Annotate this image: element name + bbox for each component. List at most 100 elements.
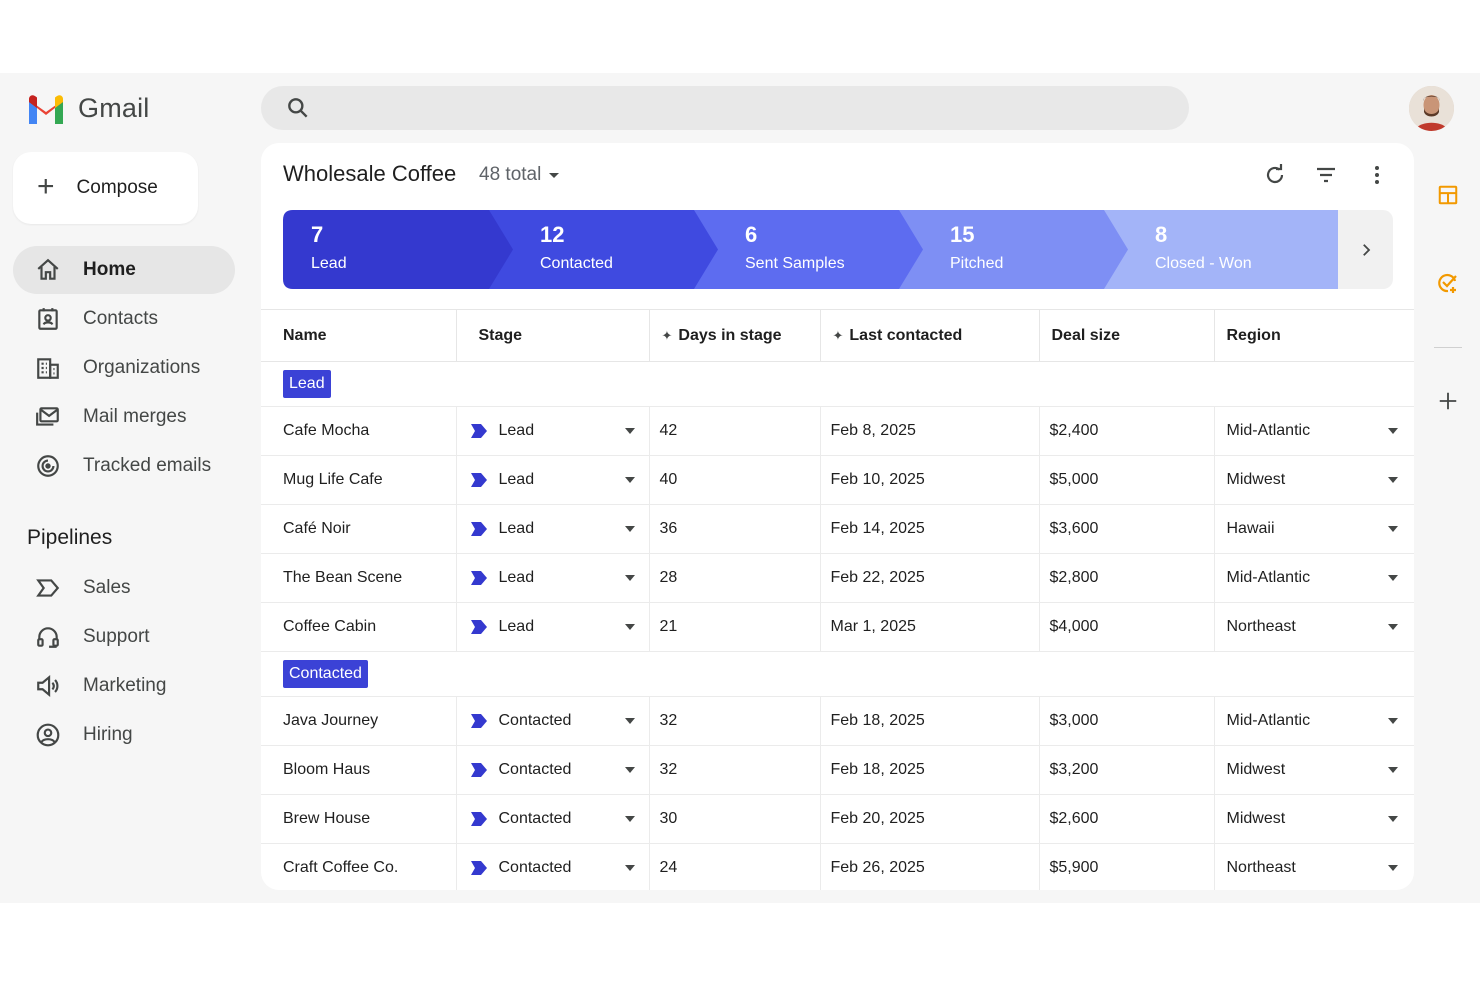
dropdown-arrow-icon[interactable]	[624, 428, 635, 434]
cell-last-contacted: Feb 14, 2025	[820, 504, 1040, 554]
stage-closed-won[interactable]: 8 Closed - Won	[1103, 210, 1338, 289]
cell-deal-size[interactable]: $2,800	[1039, 553, 1215, 603]
cell-stage[interactable]: Contacted	[456, 843, 650, 890]
cell-deal-size[interactable]: $4,000	[1039, 602, 1215, 652]
cell-name[interactable]: Java Journey	[261, 696, 457, 746]
dropdown-arrow-icon[interactable]	[1388, 718, 1398, 724]
column-header-stage[interactable]: Stage	[456, 309, 650, 362]
dropdown-arrow-icon[interactable]	[1388, 624, 1398, 630]
add-app-icon[interactable]	[1436, 389, 1460, 413]
cell-stage[interactable]: Lead	[456, 406, 650, 456]
cell-region[interactable]: Midwest	[1214, 794, 1414, 844]
cell-deal-size[interactable]: $5,900	[1039, 843, 1215, 890]
cell-deal-size[interactable]: $3,200	[1039, 745, 1215, 795]
group-label-chip[interactable]: Lead	[283, 370, 331, 398]
cell-region[interactable]: Midwest	[1214, 455, 1414, 505]
nav-item-marketing[interactable]: Marketing	[13, 662, 235, 710]
cell-name[interactable]: Craft Coffee Co.	[261, 843, 457, 890]
cell-stage[interactable]: Lead	[456, 602, 650, 652]
stage-contacted[interactable]: 12 Contacted	[488, 210, 718, 289]
stage-lead[interactable]: 7 Lead	[283, 210, 513, 289]
cell-name[interactable]: Brew House	[261, 794, 457, 844]
cell-region[interactable]: Mid-Atlantic	[1214, 696, 1414, 746]
layout-panel-icon[interactable]	[1436, 183, 1460, 207]
cell-stage[interactable]: Lead	[456, 553, 650, 603]
cell-stage[interactable]: Contacted	[456, 794, 650, 844]
search-input[interactable]	[323, 99, 1143, 117]
cell-region[interactable]: Northeast	[1214, 843, 1414, 890]
nav-item-mail-merges[interactable]: Mail merges	[13, 393, 235, 441]
dropdown-arrow-icon[interactable]	[1388, 816, 1398, 822]
table-row[interactable]: Bloom Haus Contacted 32 Feb 18, 2025 $3,200 M…	[261, 745, 1414, 795]
gmail-logo[interactable]: Gmail	[26, 93, 150, 124]
cell-name[interactable]: Cafe Mocha	[261, 406, 457, 456]
nav-item-sales[interactable]: Sales	[13, 564, 235, 612]
cell-deal-size[interactable]: $2,600	[1039, 794, 1215, 844]
cell-deal-size[interactable]: $3,000	[1039, 696, 1215, 746]
column-header-region[interactable]: Region	[1214, 309, 1414, 362]
cell-deal-size[interactable]: $3,600	[1039, 504, 1215, 554]
cell-stage[interactable]: Lead	[456, 455, 650, 505]
stage-chevron-icon	[470, 571, 487, 585]
dropdown-arrow-icon[interactable]	[1388, 575, 1398, 581]
nav-item-contacts[interactable]: Contacts	[13, 295, 235, 343]
table-row[interactable]: Mug Life Cafe Lead 40 Feb 10, 2025 $5,000 Mid…	[261, 455, 1414, 505]
table-row[interactable]: Cafe Mocha Lead 42 Feb 8, 2025 $2,400 Mid-Atl…	[261, 406, 1414, 456]
total-count-dropdown[interactable]: 48 total	[479, 164, 560, 186]
table-row[interactable]: The Bean Scene Lead 28 Feb 22, 2025 $2,800 Mi…	[261, 553, 1414, 603]
cell-name[interactable]: Coffee Cabin	[261, 602, 457, 652]
column-header-last-contacted[interactable]: ✦ Last contacted	[820, 309, 1040, 362]
column-header-deal-size[interactable]: Deal size	[1039, 309, 1215, 362]
table-row[interactable]: Craft Coffee Co. Contacted 24 Feb 26, 2025 $…	[261, 843, 1414, 890]
dropdown-arrow-icon[interactable]	[1388, 477, 1398, 483]
compose-button[interactable]: + Compose	[13, 152, 198, 224]
cell-name[interactable]: Mug Life Cafe	[261, 455, 457, 505]
cell-region[interactable]: Mid-Atlantic	[1214, 406, 1414, 456]
nav-item-tracked-emails[interactable]: Tracked emails	[13, 442, 235, 490]
stage-pitched[interactable]: 15 Pitched	[898, 210, 1128, 289]
dropdown-arrow-icon[interactable]	[624, 526, 635, 532]
table-row[interactable]: Coffee Cabin Lead 21 Mar 1, 2025 $4,000 North…	[261, 602, 1414, 652]
group-label-chip[interactable]: Contacted	[283, 660, 368, 688]
nav-item-home[interactable]: Home	[13, 246, 235, 294]
dropdown-arrow-icon[interactable]	[1388, 428, 1398, 434]
dropdown-arrow-icon[interactable]	[624, 718, 635, 724]
cell-name[interactable]: Café Noir	[261, 504, 457, 554]
task-add-icon[interactable]	[1436, 271, 1460, 295]
cell-stage[interactable]: Contacted	[456, 696, 650, 746]
cell-stage[interactable]: Contacted	[456, 745, 650, 795]
dropdown-arrow-icon[interactable]	[624, 865, 635, 871]
dropdown-arrow-icon[interactable]	[624, 477, 635, 483]
dropdown-arrow-icon[interactable]	[624, 816, 635, 822]
more-options-button[interactable]	[1363, 161, 1391, 189]
stage-sent-samples[interactable]: 6 Sent Samples	[693, 210, 923, 289]
filter-button[interactable]	[1312, 161, 1340, 189]
dropdown-arrow-icon[interactable]	[1388, 526, 1398, 532]
dropdown-arrow-icon[interactable]	[1388, 767, 1398, 773]
table-row[interactable]: Brew House Contacted 30 Feb 20, 2025 $2,600 M…	[261, 794, 1414, 844]
column-header-days-in-stage[interactable]: ✦ Days in stage	[649, 309, 821, 362]
avatar[interactable]	[1409, 86, 1454, 131]
dropdown-arrow-icon[interactable]	[1388, 865, 1398, 871]
cell-stage[interactable]: Lead	[456, 504, 650, 554]
nav-item-organizations[interactable]: Organizations	[13, 344, 235, 392]
search-bar[interactable]	[261, 86, 1189, 130]
pipeline-next-button[interactable]	[1338, 210, 1393, 289]
cell-region[interactable]: Hawaii	[1214, 504, 1414, 554]
dropdown-arrow-icon[interactable]	[624, 575, 635, 581]
column-header-name[interactable]: Name	[261, 309, 457, 362]
dropdown-arrow-icon[interactable]	[624, 767, 635, 773]
cell-name[interactable]: The Bean Scene	[261, 553, 457, 603]
cell-region[interactable]: Midwest	[1214, 745, 1414, 795]
nav-item-hiring[interactable]: Hiring	[13, 711, 235, 759]
cell-region[interactable]: Mid-Atlantic	[1214, 553, 1414, 603]
nav-item-support[interactable]: Support	[13, 613, 235, 661]
cell-deal-size[interactable]: $2,400	[1039, 406, 1215, 456]
cell-region[interactable]: Northeast	[1214, 602, 1414, 652]
dropdown-arrow-icon[interactable]	[624, 624, 635, 630]
table-row[interactable]: Java Journey Contacted 32 Feb 18, 2025 $3,00…	[261, 696, 1414, 746]
cell-name[interactable]: Bloom Haus	[261, 745, 457, 795]
refresh-button[interactable]	[1261, 161, 1289, 189]
table-row[interactable]: Café Noir Lead 36 Feb 14, 2025 $3,600 Hawaii	[261, 504, 1414, 554]
cell-deal-size[interactable]: $5,000	[1039, 455, 1215, 505]
